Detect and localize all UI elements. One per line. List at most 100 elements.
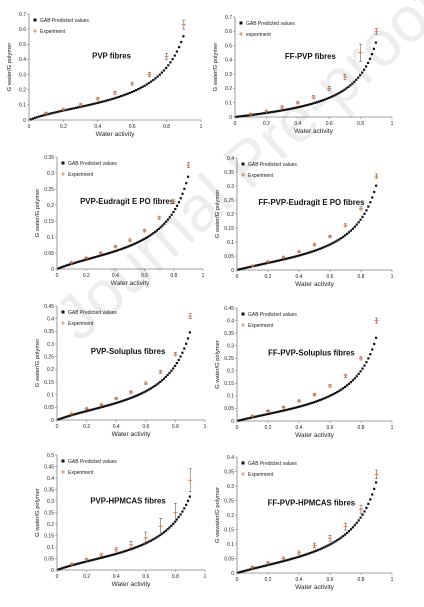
gab-point bbox=[135, 394, 138, 397]
gab-point bbox=[332, 392, 335, 396]
gab-point bbox=[113, 97, 116, 100]
gab-point bbox=[322, 546, 325, 549]
gab-point bbox=[148, 234, 151, 237]
y-tick-label: 0.2 bbox=[19, 88, 26, 94]
gab-point bbox=[320, 398, 323, 401]
legend-experiment-label: Experiment bbox=[68, 470, 94, 476]
gab-point bbox=[93, 256, 97, 259]
gab-point bbox=[324, 245, 327, 248]
gab-point bbox=[118, 400, 121, 404]
gab-point bbox=[355, 521, 358, 524]
gab-point bbox=[169, 61, 172, 64]
gab-point bbox=[343, 88, 346, 91]
gab-point bbox=[150, 233, 153, 236]
gab-point bbox=[268, 111, 272, 114]
gab-point bbox=[305, 553, 308, 556]
gab-point bbox=[363, 510, 366, 513]
gab-point bbox=[62, 265, 66, 268]
gab-point bbox=[135, 546, 138, 549]
gab-point bbox=[57, 110, 60, 113]
gab-point bbox=[295, 406, 298, 409]
legend-model-label: GAB Predicted values bbox=[248, 312, 297, 318]
gab-point bbox=[278, 561, 281, 564]
gab-point bbox=[66, 415, 69, 418]
gab-point bbox=[92, 558, 95, 561]
gab-point bbox=[274, 411, 277, 414]
gab-point bbox=[143, 237, 146, 241]
gab-point bbox=[114, 552, 117, 556]
gab-point bbox=[301, 554, 304, 557]
gab-point bbox=[295, 556, 298, 559]
gab-point bbox=[286, 108, 289, 111]
gab-point bbox=[59, 266, 62, 269]
gab-point bbox=[31, 117, 34, 120]
gab-point bbox=[340, 237, 343, 240]
gab-point bbox=[120, 551, 123, 554]
gab-point bbox=[160, 379, 164, 382]
gab-point bbox=[158, 73, 161, 76]
gab-point bbox=[183, 507, 186, 510]
gab-point bbox=[256, 264, 260, 267]
gab-point bbox=[370, 53, 374, 56]
gab-point bbox=[340, 388, 343, 391]
gab-point bbox=[266, 564, 269, 567]
gab-point bbox=[364, 65, 368, 68]
gab-point bbox=[256, 415, 260, 418]
gab-point bbox=[344, 385, 347, 388]
gab-point bbox=[172, 367, 175, 370]
gab-point bbox=[282, 560, 285, 563]
gab-point bbox=[136, 393, 140, 397]
gab-point bbox=[353, 377, 356, 380]
gab-point bbox=[264, 413, 267, 416]
gab-point bbox=[278, 109, 281, 112]
y-tick-label: 0 bbox=[23, 118, 26, 124]
legend-model-marker bbox=[61, 310, 65, 314]
chart-panel: 0 0.05 0.1 0.15 0.2 0.25 0.3 0.35 0.4 0 0.2 0.4 0.6 0… bbox=[215, 156, 394, 288]
gab-point bbox=[355, 78, 358, 81]
gab-point bbox=[89, 103, 93, 106]
gab-point bbox=[371, 493, 374, 496]
y-tick-label: 0.4 bbox=[225, 58, 232, 64]
y-tick-label: 0.5 bbox=[225, 43, 232, 49]
gab-point bbox=[342, 235, 345, 238]
gab-point bbox=[272, 562, 275, 565]
gab-point bbox=[372, 47, 376, 50]
gab-point bbox=[306, 103, 309, 107]
gab-point bbox=[46, 113, 50, 116]
gab-point bbox=[74, 106, 77, 109]
gab-point bbox=[48, 112, 52, 115]
y-axis-label: G water/G polymer bbox=[215, 340, 221, 389]
gab-point bbox=[292, 107, 295, 110]
gab-point bbox=[70, 107, 73, 110]
gab-point bbox=[116, 401, 119, 404]
y-tick-label: 0.3 bbox=[227, 184, 234, 190]
gab-point bbox=[375, 336, 378, 339]
gab-point bbox=[157, 227, 160, 230]
x-tick-label: 0.2 bbox=[83, 424, 90, 430]
y-tick-label: 0.15 bbox=[44, 219, 54, 225]
chart-panel: 0 0.05 0.1 0.15 0.2 0.25 0.3 0.35 0.4 0 0.2 0.4 0.6 0… bbox=[215, 455, 394, 591]
legend-model-label: GAB Predicted values bbox=[246, 21, 295, 27]
y-tick-label: 0.1 bbox=[47, 392, 54, 398]
gab-point bbox=[351, 82, 354, 85]
gab-point bbox=[51, 112, 54, 115]
gab-point bbox=[353, 524, 356, 527]
gab-point bbox=[316, 399, 320, 402]
gab-point bbox=[262, 564, 265, 568]
legend-model-marker bbox=[239, 21, 243, 25]
y-axis-label: G water/G polymer bbox=[35, 189, 41, 238]
y-tick-label: 0.35 bbox=[44, 155, 54, 161]
chart-panel: 0 0.1 0.2 0.3 0.4 0.5 0.6 0.7 0 0.2 0.4 0.6 0.8 1 Wate… bbox=[213, 15, 394, 135]
y-tick-label: 0.3 bbox=[227, 484, 234, 490]
gab-point bbox=[105, 404, 108, 407]
gab-point bbox=[165, 220, 168, 223]
y-tick-label: 0.25 bbox=[224, 356, 234, 362]
y-tick-label: 0.2 bbox=[47, 203, 54, 209]
gab-point bbox=[165, 66, 168, 70]
gab-point bbox=[357, 76, 360, 79]
gab-point bbox=[182, 35, 185, 38]
gab-point bbox=[146, 235, 149, 238]
gab-point bbox=[247, 568, 250, 572]
gab-point bbox=[331, 95, 334, 98]
gab-point bbox=[186, 499, 190, 503]
